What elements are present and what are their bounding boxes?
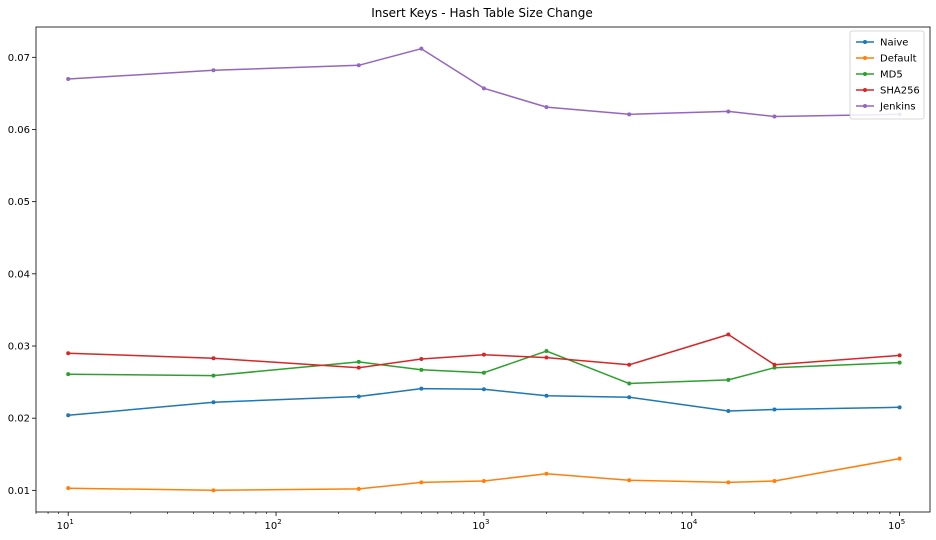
y-tick-label: 0.01 [8,486,30,497]
data-point [481,370,486,375]
data-point [897,405,902,410]
series-line [68,457,900,492]
data-point [211,68,216,73]
data-point [356,63,361,68]
data-point [481,478,486,483]
series-line [68,47,900,118]
series-sha256 [66,332,902,370]
series-naive [66,386,902,418]
data-point [897,353,902,358]
y-tick-label: 0.07 [8,53,30,64]
x-tick-label: 102 [264,518,281,532]
data-point [544,471,549,476]
y-tick-label: 0.04 [8,269,30,280]
data-point [772,362,777,367]
data-point [772,365,777,370]
x-tick-label: 103 [472,518,489,532]
legend-marker [863,72,867,76]
data-point [627,478,632,483]
data-point [211,356,216,361]
series-md5 [66,349,902,386]
legend-label: Jenkins [879,102,916,113]
data-point [356,394,361,399]
data-point [211,488,216,493]
data-point [726,377,731,382]
data-point [726,480,731,485]
data-point [772,114,777,119]
data-point [66,486,71,491]
series-line [68,333,900,369]
legend-label: Naive [880,38,908,49]
data-point [481,352,486,357]
data-point [481,86,486,91]
data-point [544,393,549,398]
legend-label: Default [880,54,917,65]
data-point [897,360,902,365]
data-point [419,356,424,361]
legend-marker [863,88,867,92]
x-tick-label: 101 [57,518,74,532]
data-point [419,367,424,372]
series-default [66,456,902,493]
legend-marker [863,56,867,60]
plot-area [35,26,931,513]
data-point [66,372,71,377]
data-point [544,349,549,354]
legend-marker [863,104,867,108]
data-point [481,387,486,392]
data-point [211,373,216,378]
data-point [726,332,731,337]
chart-title: Insert Keys - Hash Table Size Change [371,6,592,20]
legend-box [849,30,925,120]
y-tick-label: 0.02 [8,414,30,425]
data-point [726,109,731,114]
y-tick-label: 0.05 [8,197,30,208]
data-point [772,478,777,483]
data-point [627,381,632,386]
data-point [726,408,731,413]
y-tick-label: 0.03 [8,342,30,353]
data-point [356,486,361,491]
series-line [68,387,900,417]
data-point [772,407,777,412]
data-point [897,456,902,461]
data-point [544,105,549,110]
legend-marker [863,40,867,44]
data-point [419,46,424,51]
y-tick-label: 0.06 [8,125,30,136]
x-tick-label: 104 [680,518,698,532]
series-jenkins [66,46,902,119]
data-point [419,480,424,485]
data-point [66,413,71,418]
data-point [419,386,424,391]
data-point [211,400,216,405]
data-point [66,76,71,81]
x-tick-label: 105 [888,518,905,532]
data-point [627,112,632,117]
legend-label: MD5 [880,70,903,81]
legend: Naive Default MD5 SHA256 Jenkins [849,30,925,120]
legend-label: SHA256 [880,86,920,97]
series-line [68,350,900,385]
data-point [627,395,632,400]
data-point [66,351,71,356]
data-point [356,359,361,364]
data-point [356,365,361,370]
data-point [544,355,549,360]
data-point [627,362,632,367]
